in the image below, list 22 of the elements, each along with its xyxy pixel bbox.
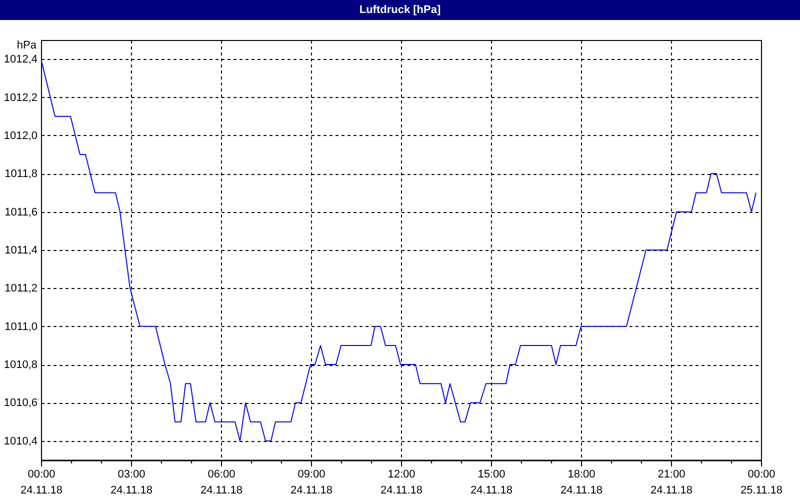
x-tick-label: 09:00 24.11.18 [290,468,333,496]
x-tick-label: 00:00 24.11.18 [20,468,63,496]
x-tick-label: 00:00 25.11.18 [740,468,783,496]
y-tick-label: 1010,4 [4,435,38,448]
x-tick-label: 06:00 24.11.18 [200,468,243,496]
y-tick-label: 1011,2 [4,282,38,295]
x-tick-label: 18:00 24.11.18 [560,468,603,496]
x-tick-label: 15:00 24.11.18 [470,468,513,496]
x-tick-label: 03:00 24.11.18 [110,468,153,496]
chart-title: Luftdruck [hPa] [359,4,441,16]
y-tick-label: 1011,0 [4,320,38,333]
y-tick-label: 1010,8 [4,359,38,372]
x-tick-label: 12:00 24.11.18 [380,468,423,496]
y-tick-label: 1011,8 [4,168,38,180]
x-tick-label: 21:00 24.11.18 [650,468,693,496]
y-tick-label: 1010,6 [4,397,38,410]
y-axis-title: hPa [16,40,38,52]
y-tick-label: 1011,6 [4,206,38,218]
y-tick-label: 1012,0 [4,130,38,142]
y-tick-label: 1012,4 [4,54,38,66]
y-tick-label: 1011,4 [4,244,38,256]
y-tick-label: 1012,2 [4,92,38,104]
